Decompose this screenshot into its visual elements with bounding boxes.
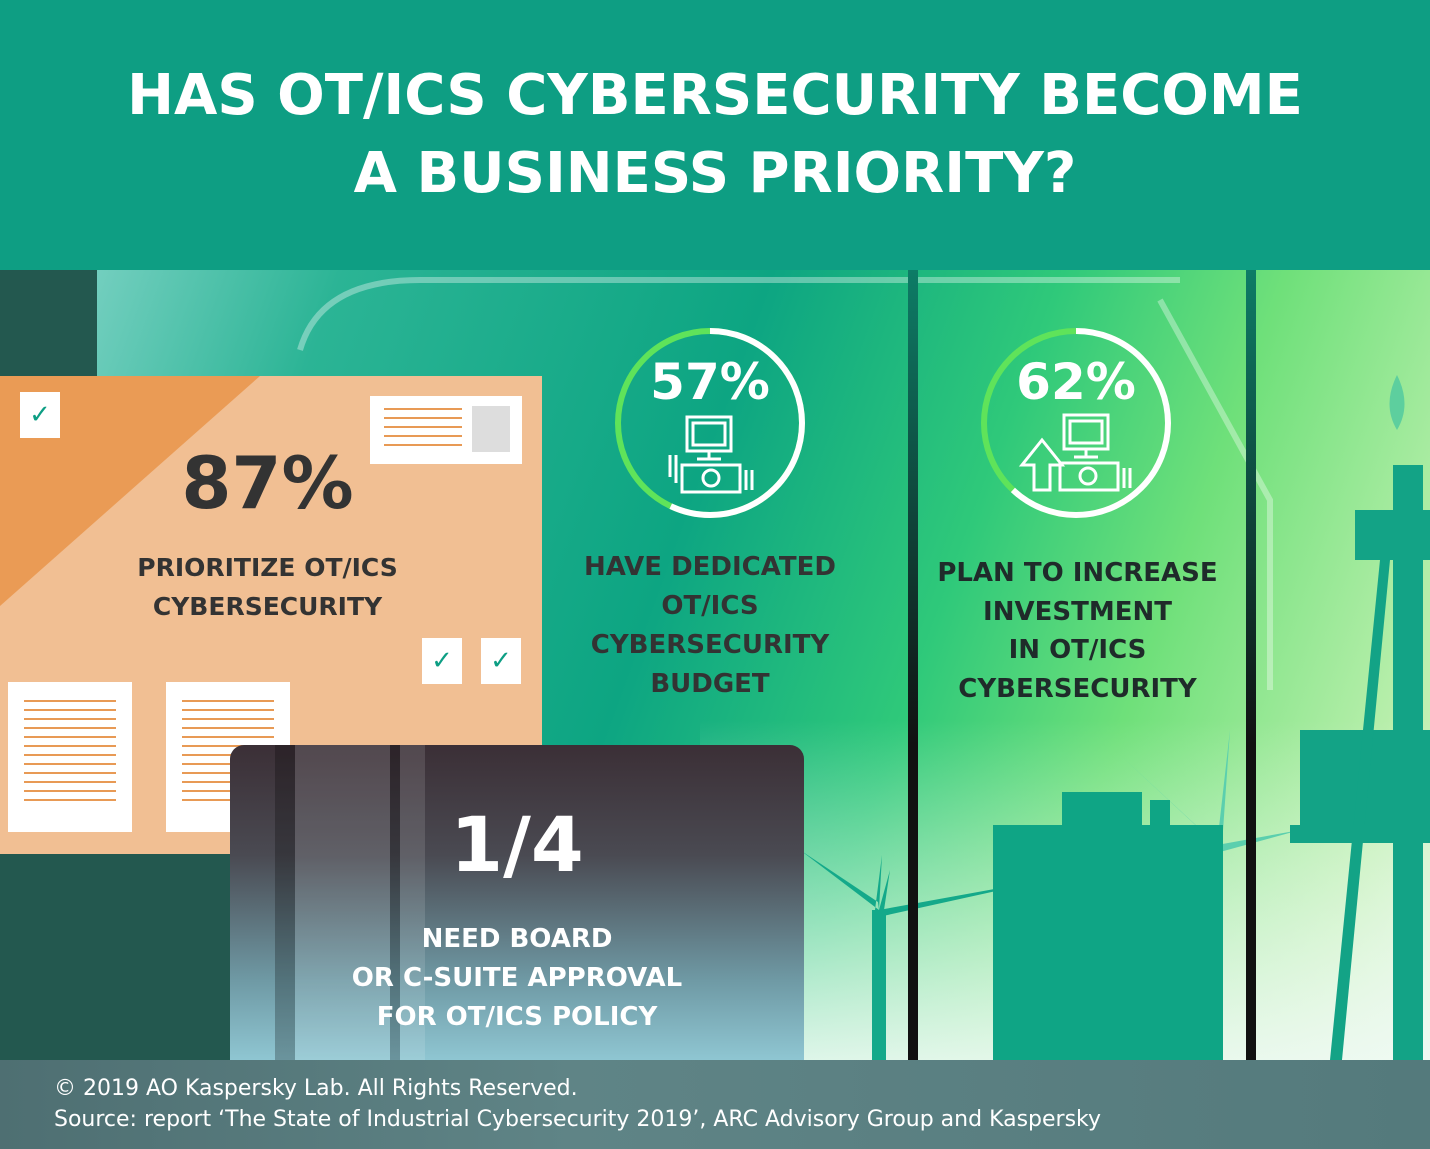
building-icon: [993, 792, 1223, 1060]
stat-card-prioritize: ✓ ✓ ✓ 87% PRIORITIZE OT/ICS CYBERSECURIT…: [0, 376, 542, 854]
header: HAS OT/ICS CYBERSECURITY BECOME A BUSINE…: [0, 0, 1430, 270]
stat-ring-budget: 57%: [612, 325, 808, 521]
copyright-text: © 2019 AO Kaspersky Lab. All Rights Rese…: [54, 1076, 578, 1101]
checkbox-checked-icon: ✓: [481, 638, 521, 684]
label-line: HAVE DEDICATED: [584, 552, 836, 582]
label-line: BUDGET: [650, 669, 770, 699]
label-line: INVESTMENT: [983, 596, 1172, 627]
stat-label: PRIORITIZE OT/ICS CYBERSECURITY: [100, 548, 435, 626]
footer: © 2019 AO Kaspersky Lab. All Rights Rese…: [0, 1060, 1430, 1149]
stat-value: 62%: [1016, 353, 1136, 411]
label-line: IN OT/ICS: [1008, 635, 1147, 665]
document-icon: [370, 396, 522, 464]
stat-value: 87%: [181, 441, 354, 525]
divider-pole: [1246, 270, 1256, 1060]
label-line: OT/ICS: [661, 591, 759, 621]
industrial-silhouette: [297, 277, 1430, 1060]
computer-increase-arrow-icon: [1018, 413, 1132, 492]
label-line: CYBERSECURITY: [958, 673, 1197, 704]
stat-label: HAVE DEDICATED OT/ICS CYBERSECURITY BUDG…: [575, 548, 845, 704]
label-line: FOR OT/ICS POLICY: [376, 1002, 658, 1032]
label-line: PLAN TO INCREASE: [937, 558, 1218, 588]
stripe: [400, 745, 425, 1060]
computer-workstation-icon: [668, 415, 754, 494]
divider-pole: [908, 270, 918, 1060]
document-icon: [8, 682, 132, 832]
label-line: OR C-SUITE APPROVAL: [351, 963, 683, 993]
label-line: PRIORITIZE OT/ICS: [137, 553, 398, 582]
wind-turbine-icon: [800, 850, 1055, 1060]
oil-rig-icon: [1290, 375, 1430, 1060]
progress-ring: [615, 328, 805, 518]
stripe: [275, 745, 295, 1060]
stripe: [295, 745, 390, 1060]
dark-panel: [0, 850, 240, 1060]
source-text: Source: report ‘The State of Industrial …: [54, 1107, 1102, 1132]
stat-value: 57%: [650, 353, 770, 411]
page-title: HAS OT/ICS CYBERSECURITY BECOME A BUSINE…: [127, 63, 1303, 206]
stat-label: NEED BOARD OR C-SUITE APPROVAL FOR OT/IC…: [230, 920, 804, 1037]
label-line: NEED BOARD: [421, 924, 613, 954]
stat-label: PLAN TO INCREASE INVESTMENT IN OT/ICS CY…: [930, 554, 1225, 708]
stat-ring-investment: 62%: [978, 325, 1174, 521]
illustration-scene: ✓ ✓ ✓ 87% PRIORITIZE OT/ICS CYBERSECURIT…: [0, 270, 1430, 1060]
stripe: [390, 745, 400, 1060]
progress-ring: [981, 328, 1171, 518]
label-line: CYBERSECURITY: [152, 592, 383, 621]
stat-card-board-approval: 1/4 NEED BOARD OR C-SUITE APPROVAL FOR O…: [230, 745, 804, 1060]
checkbox-checked-icon: ✓: [422, 638, 462, 684]
checkbox-checked-icon: ✓: [20, 392, 60, 438]
stat-value: 1/4: [450, 800, 584, 889]
label-line: CYBERSECURITY: [590, 630, 830, 660]
